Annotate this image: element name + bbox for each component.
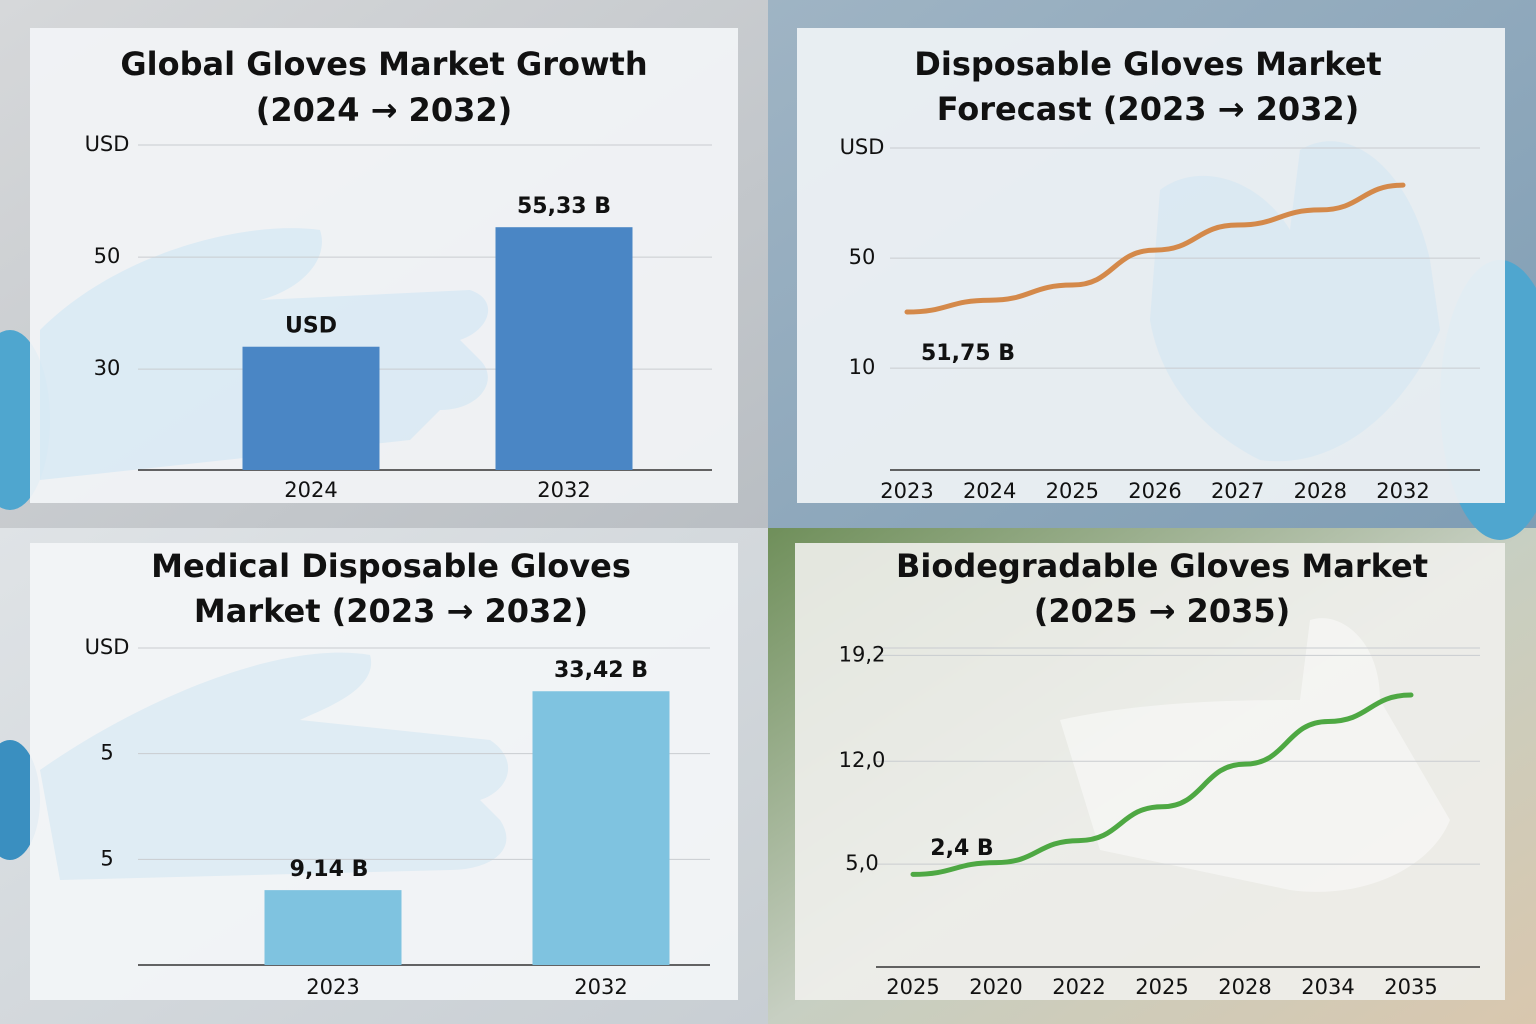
panel [795, 543, 1505, 1000]
x-tick-label: 2032 [574, 975, 627, 999]
x-tick-label: 2032 [1376, 479, 1429, 503]
glove-shape [1150, 141, 1440, 462]
chart-title: Disposable Gloves Market [914, 45, 1381, 83]
x-tick-label: 2025 [1135, 975, 1188, 999]
glove-cuff [0, 740, 40, 860]
chart-title: Forecast (2023 → 2032) [937, 90, 1360, 128]
glove-shape [40, 652, 509, 880]
x-tick-label: 2022 [1052, 975, 1105, 999]
x-tick-label: 2023 [306, 975, 359, 999]
x-tick-label: 2032 [537, 478, 590, 502]
bar [242, 346, 380, 470]
y-tick-label: 50 [849, 245, 876, 269]
x-tick-label: 2034 [1301, 975, 1354, 999]
y-axis-text: 5 [100, 741, 113, 765]
bar-annotation: 33,42 B [554, 658, 648, 683]
y-tick-label: 30 [94, 356, 121, 380]
chart-title: Market (2023 → 2032) [194, 592, 588, 630]
line-annotation: 2,4 B [930, 836, 993, 861]
y-axis-label: USD [85, 635, 130, 659]
x-tick-label: 2024 [963, 479, 1016, 503]
x-tick-label: 2023 [880, 479, 933, 503]
x-tick-label: 2025 [886, 975, 939, 999]
bar-annotation: 9,14 B [290, 857, 369, 882]
bar-annotation: USD [285, 314, 337, 339]
line-series [910, 692, 1414, 877]
x-tick-label: 2024 [284, 478, 337, 502]
y-tick-label: 12,0 [839, 748, 886, 772]
x-tick-label: 2026 [1128, 479, 1181, 503]
bar [532, 691, 670, 965]
x-tick-label: 2028 [1218, 975, 1271, 999]
x-tick-label: 2025 [1046, 479, 1099, 503]
x-tick-label: 2035 [1384, 975, 1437, 999]
y-tick-label: 10 [849, 355, 876, 379]
bar-annotation: 55,33 B [517, 194, 611, 219]
y-axis-text: 5 [100, 846, 113, 870]
chart-title: Medical Disposable Gloves [151, 547, 631, 585]
chart-title: (2025 → 2035) [1034, 592, 1290, 630]
glove-shape [1060, 618, 1450, 892]
chart-title: Biodegradable Gloves Market [896, 547, 1428, 585]
x-tick-label: 2020 [969, 975, 1022, 999]
y-tick-label: 5,0 [845, 851, 878, 875]
chart-title: Global Gloves Market Growth [120, 45, 647, 83]
line-annotation: 51,75 B [921, 341, 1015, 366]
y-tick-label: 50 [94, 244, 121, 268]
x-tick-label: 2027 [1211, 479, 1264, 503]
chart-title: (2024 → 2032) [256, 91, 512, 129]
bar [495, 227, 633, 470]
y-axis-label: USD [85, 132, 130, 156]
x-tick-label: 2028 [1294, 479, 1347, 503]
bar [264, 890, 402, 965]
line-series [904, 182, 1406, 315]
y-tick-label: 19,2 [839, 642, 886, 666]
y-axis-label: USD [840, 135, 885, 159]
